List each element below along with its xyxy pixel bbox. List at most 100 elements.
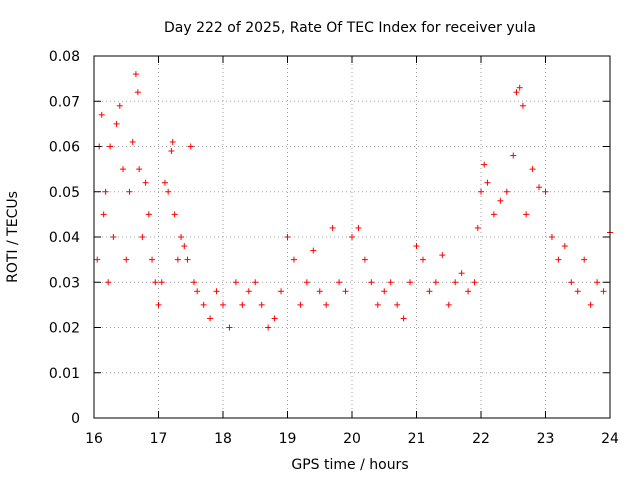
data-point [478, 188, 484, 195]
data-point [471, 279, 478, 286]
data-point [161, 179, 168, 186]
x-tick-label: 23 [537, 431, 555, 447]
data-point [316, 288, 323, 295]
data-point [168, 148, 175, 155]
data-point [284, 234, 291, 240]
data-point [587, 301, 594, 308]
data-point [178, 234, 185, 240]
data-point [426, 288, 433, 295]
data-point [200, 301, 207, 308]
data-point [94, 256, 101, 263]
data-point [194, 288, 201, 295]
data-point [555, 256, 562, 263]
data-point [171, 211, 178, 218]
data-point [226, 324, 233, 331]
data-point [152, 279, 159, 286]
x-tick-label: 16 [85, 431, 103, 447]
data-point [187, 143, 194, 150]
y-tick-label: 0.07 [49, 94, 80, 110]
data-points [94, 71, 613, 331]
data-point [245, 288, 252, 295]
data-point [361, 256, 368, 263]
x-tick-label: 17 [150, 431, 168, 447]
data-point [297, 301, 304, 308]
x-tick-label: 19 [279, 431, 297, 447]
x-tick-label: 18 [214, 431, 232, 447]
data-point [510, 152, 517, 159]
data-point [252, 279, 259, 286]
data-point [239, 301, 246, 308]
x-tick-label: 24 [601, 431, 619, 447]
data-point [452, 279, 459, 286]
data-point [516, 84, 523, 91]
data-point [374, 301, 381, 308]
data-point [155, 301, 162, 308]
data-point [113, 120, 120, 127]
data-point [542, 188, 549, 195]
y-axis-label: ROTI / TECUs [5, 191, 21, 283]
data-point [381, 288, 388, 295]
axis-ticks [93, 55, 611, 419]
data-point [574, 288, 581, 295]
data-point [181, 243, 188, 250]
data-point [105, 279, 112, 286]
data-point [303, 279, 310, 286]
data-point [98, 111, 105, 118]
data-point [523, 211, 530, 218]
x-tick-label: 21 [408, 431, 426, 447]
data-point [271, 315, 278, 322]
data-point [149, 256, 156, 263]
data-point [102, 188, 109, 195]
data-point [561, 243, 568, 250]
data-point [110, 234, 117, 240]
data-point [190, 279, 197, 286]
data-point [310, 247, 317, 254]
data-point [513, 89, 520, 96]
data-point [100, 211, 107, 218]
data-point [413, 243, 420, 250]
data-point [439, 252, 446, 259]
data-point [368, 279, 375, 286]
data-point [342, 288, 349, 295]
data-point [548, 234, 555, 240]
data-point [490, 211, 497, 218]
data-point [158, 279, 165, 286]
data-point [419, 256, 426, 263]
y-tick-label: 0.06 [49, 140, 80, 156]
data-point [145, 211, 152, 218]
data-point [445, 301, 452, 308]
data-point [407, 279, 414, 286]
data-point [129, 138, 136, 145]
data-point [581, 256, 588, 263]
data-point [136, 166, 143, 173]
data-point [465, 288, 472, 295]
y-tick-label: 0 [71, 411, 80, 427]
x-tick-labels: 16 17 18 19 20 21 22 23 24 [85, 431, 619, 447]
data-point [519, 102, 526, 109]
data-point [329, 224, 336, 231]
data-point [184, 256, 191, 263]
y-tick-label: 0.02 [49, 321, 80, 337]
y-tick-label: 0.08 [49, 49, 80, 65]
data-point [213, 288, 220, 295]
y-tick-labels: 0 0.01 0.02 0.03 0.04 0.05 0.06 0.07 0.08 [49, 49, 80, 427]
data-point [265, 324, 272, 331]
x-tick-label: 20 [343, 431, 361, 447]
data-point [432, 279, 439, 286]
data-point [387, 279, 394, 286]
data-point [323, 301, 330, 308]
data-point [349, 234, 355, 240]
data-point [355, 224, 362, 231]
data-point [132, 71, 139, 78]
data-point [568, 279, 575, 286]
x-tick-label: 22 [472, 431, 490, 447]
data-point [458, 270, 465, 277]
data-point [107, 143, 114, 150]
data-point [207, 315, 214, 322]
data-point [481, 161, 488, 168]
data-point [290, 256, 297, 263]
data-point [126, 188, 133, 195]
data-point [400, 315, 407, 322]
y-tick-label: 0.01 [49, 366, 80, 382]
